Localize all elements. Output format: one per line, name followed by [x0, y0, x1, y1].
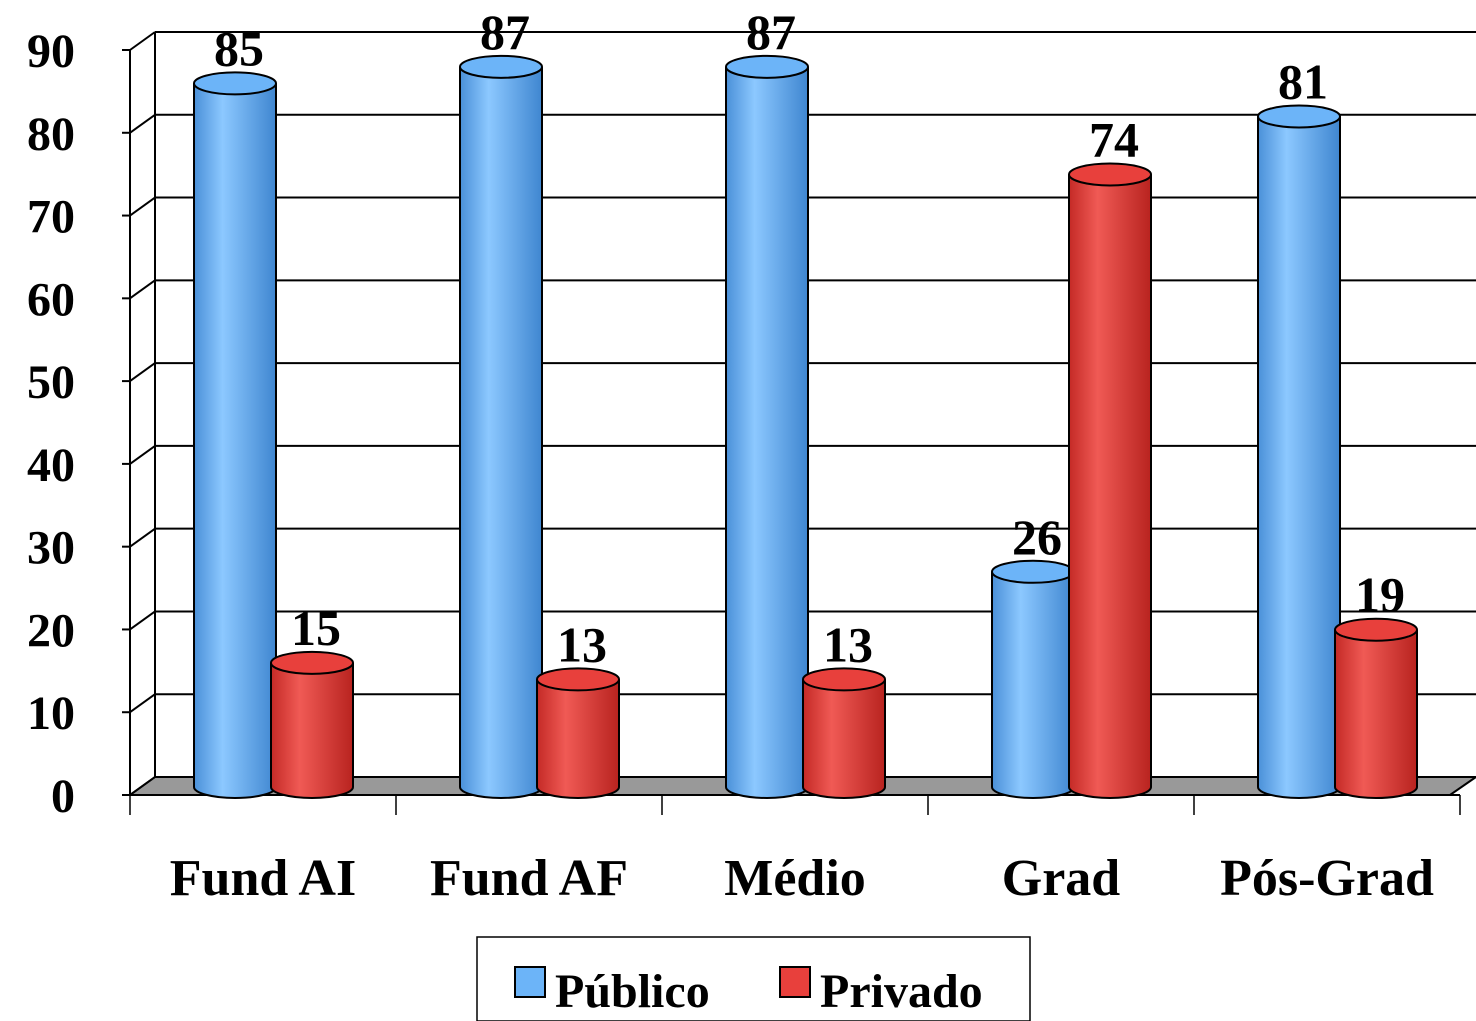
legend-box [476, 936, 1031, 1021]
data-label: 85 [214, 20, 264, 76]
bar-top [1334, 617, 1418, 642]
bar [270, 650, 354, 799]
bar-body [726, 66, 808, 788]
y-tick-label: 60 [27, 273, 75, 326]
y-tick-label: 20 [27, 604, 75, 657]
data-label: 74 [1089, 111, 1139, 167]
bar [991, 559, 1075, 799]
bar-top [193, 71, 277, 96]
bar-top [1257, 104, 1341, 129]
bar [193, 71, 277, 799]
grid-line-side [129, 279, 156, 300]
grid-line-side [129, 31, 156, 51]
data-label: 26 [1012, 509, 1062, 565]
bar-body [194, 83, 276, 787]
bar-top [270, 650, 354, 675]
grid-line-side [129, 445, 156, 465]
data-label: 15 [291, 600, 341, 656]
bar-body [537, 679, 619, 787]
data-label: 13 [823, 616, 873, 672]
data-label: 19 [1355, 567, 1405, 623]
bar-top [459, 54, 543, 79]
grid-line-side [129, 693, 156, 714]
bar-body [460, 66, 542, 788]
bar-top [802, 667, 886, 692]
bar-top [1068, 162, 1152, 187]
data-label: 81 [1278, 54, 1328, 110]
bar-body [1258, 116, 1340, 787]
y-tick-label: 50 [27, 356, 75, 409]
grid-line-side [129, 362, 156, 382]
bar [802, 667, 886, 799]
x-tick-label: Grad [1002, 850, 1121, 907]
x-tick-label: Médio [724, 850, 866, 907]
bar-body [1335, 629, 1417, 787]
bar-body [271, 662, 353, 787]
data-label: 87 [746, 4, 796, 60]
y-tick-label: 70 [27, 191, 75, 244]
bar [725, 54, 809, 799]
bar-body [803, 679, 885, 787]
bar-top [536, 667, 620, 692]
data-label: 87 [480, 4, 530, 60]
bar-body [992, 571, 1074, 787]
bar [459, 54, 543, 799]
bar-top [725, 54, 809, 79]
y-tick-label: 40 [27, 439, 75, 492]
grid-line-side [129, 113, 156, 134]
bar [1334, 617, 1418, 799]
x-tick-label: Pós-Grad [1220, 850, 1434, 907]
grid-line-side [129, 776, 156, 796]
bar-body [1069, 174, 1151, 787]
grid-line-side [129, 527, 156, 548]
y-tick-label: 90 [27, 25, 75, 78]
bar [1257, 104, 1341, 799]
legend-swatch [514, 966, 546, 998]
bar [536, 667, 620, 799]
grid-line-side [129, 610, 156, 631]
grid-line-side [129, 196, 156, 217]
y-tick-label: 30 [27, 522, 75, 575]
data-label: 13 [557, 616, 607, 672]
y-tick-label: 0 [51, 770, 75, 823]
y-tick-label: 10 [27, 687, 75, 740]
legend-swatch [779, 966, 811, 998]
bar [1068, 162, 1152, 799]
legend-label: Privado [820, 965, 983, 1018]
x-tick-label: Fund AF [430, 850, 628, 907]
y-tick-label: 80 [27, 108, 75, 161]
x-tick-label: Fund AI [170, 850, 356, 907]
legend-label: Público [555, 965, 710, 1018]
